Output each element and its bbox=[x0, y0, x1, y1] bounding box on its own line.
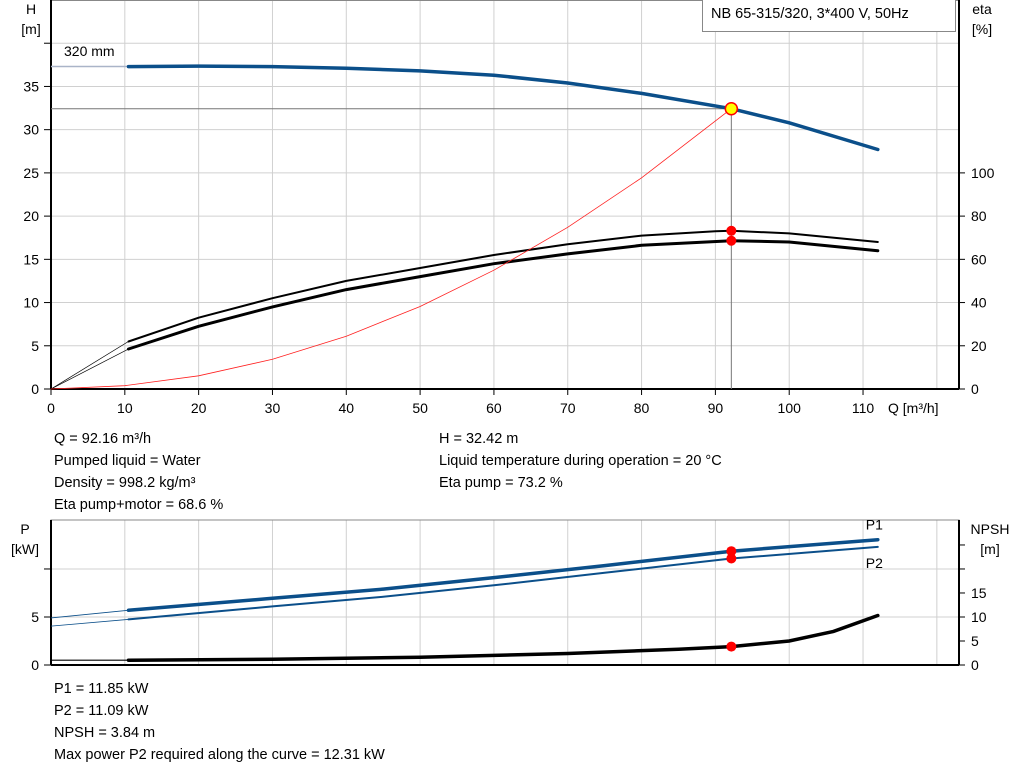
info-bottom: P1 = 11.85 kW P2 = 11.09 kW NPSH = 3.84 … bbox=[54, 678, 385, 766]
x-tick-label: 40 bbox=[338, 400, 354, 416]
pump-title: NB 65-315/320, 3*400 V, 50Hz bbox=[702, 0, 956, 32]
y2-tick-label: 20 bbox=[971, 338, 987, 354]
duty-point bbox=[724, 101, 739, 116]
info-p2: P2 = 11.09 kW bbox=[54, 703, 149, 719]
P2-extension bbox=[50, 618, 129, 627]
H-curve bbox=[126, 64, 880, 152]
y-axis-unit: [m] bbox=[21, 21, 40, 37]
y2-axis-unit: [m] bbox=[980, 541, 999, 557]
x-tick-label: 60 bbox=[486, 400, 502, 416]
y-tick-label: 0 bbox=[31, 657, 39, 673]
x-tick-label: 80 bbox=[634, 400, 650, 416]
y2-tick-label: 100 bbox=[971, 165, 995, 181]
impeller-diameter-label: 320 mm bbox=[64, 43, 115, 59]
y-tick-label: 0 bbox=[31, 381, 39, 397]
P1-extension bbox=[50, 609, 129, 619]
x-tick-label: 70 bbox=[560, 400, 576, 416]
x-tick-label: 50 bbox=[412, 400, 428, 416]
NPSH-curve bbox=[126, 613, 880, 662]
p2-point bbox=[726, 553, 737, 564]
eta_pump-curve bbox=[127, 229, 879, 343]
y2-tick-label: 0 bbox=[971, 381, 979, 397]
eta-pump-point bbox=[726, 225, 737, 236]
p1-point bbox=[726, 546, 737, 557]
info-temperature: Liquid temperature during operation = 20… bbox=[439, 453, 722, 469]
series-label-p1: P1 bbox=[866, 517, 883, 533]
eta-pump-motor-point bbox=[726, 235, 737, 246]
x-axis-label: Q [m³/h] bbox=[888, 400, 939, 416]
eta_pump-extension bbox=[50, 341, 129, 390]
plot-frame bbox=[50, 519, 960, 666]
info-left: Q = 92.16 m³/h Pumped liquid = Water Den… bbox=[54, 428, 223, 516]
P2-curve bbox=[127, 545, 879, 621]
x-tick-label: 20 bbox=[191, 400, 207, 416]
x-tick-label: 10 bbox=[117, 400, 133, 416]
y-tick-label: 30 bbox=[23, 122, 39, 138]
series-label-p2: P2 bbox=[866, 555, 883, 571]
y-tick-label: 10 bbox=[23, 295, 39, 311]
y2-axis-unit: [%] bbox=[972, 21, 992, 37]
y2-tick-label: 0 bbox=[971, 657, 979, 673]
y-tick-label: 35 bbox=[23, 78, 39, 94]
info-liquid: Pumped liquid = Water bbox=[54, 453, 201, 469]
y-axis-label: P bbox=[20, 521, 29, 537]
y-tick-label: 20 bbox=[23, 208, 39, 224]
y2-tick-label: 10 bbox=[971, 609, 987, 625]
y2-tick-label: 60 bbox=[971, 251, 987, 267]
P1-curve bbox=[126, 537, 880, 613]
info-npsh: NPSH = 3.84 m bbox=[54, 725, 156, 741]
y-tick-label: 15 bbox=[23, 251, 39, 267]
system_curve-curve bbox=[50, 108, 732, 390]
info-head: H = 32.42 m bbox=[439, 431, 519, 447]
info-max-power: Max power P2 required along the curve = … bbox=[54, 747, 385, 763]
eta_pump_motor-extension bbox=[50, 348, 129, 390]
info-flow: Q = 92.16 m³/h bbox=[54, 431, 152, 447]
info-eta-pump-motor: Eta pump+motor = 68.6 % bbox=[54, 497, 224, 513]
y-axis-label: H bbox=[26, 1, 36, 17]
eta_pump_motor-curve bbox=[127, 239, 880, 351]
y2-tick-label: 40 bbox=[971, 295, 987, 311]
y2-tick-label: 80 bbox=[971, 208, 987, 224]
y2-axis-label: NPSH bbox=[971, 521, 1010, 537]
y2-axis-label: eta bbox=[972, 1, 992, 17]
x-tick-label: 0 bbox=[47, 400, 55, 416]
x-tick-label: 100 bbox=[778, 400, 802, 416]
x-tick-label: 110 bbox=[852, 400, 875, 416]
info-p1: P1 = 11.85 kW bbox=[54, 681, 149, 697]
y-axis-unit: [kW] bbox=[11, 541, 39, 557]
x-tick-label: 30 bbox=[265, 400, 281, 416]
npsh-point bbox=[726, 641, 737, 652]
y2-tick-label: 15 bbox=[971, 585, 987, 601]
info-right: H = 32.42 m Liquid temperature during op… bbox=[439, 428, 722, 494]
info-eta-pump: Eta pump = 73.2 % bbox=[439, 475, 563, 491]
y-tick-label: 5 bbox=[31, 338, 39, 354]
x-tick-label: 90 bbox=[708, 400, 724, 416]
y-tick-label: 25 bbox=[23, 165, 39, 181]
info-density: Density = 998.2 kg/m³ bbox=[54, 475, 196, 491]
y2-tick-label: 5 bbox=[971, 633, 979, 649]
y-tick-label: 5 bbox=[31, 609, 39, 625]
